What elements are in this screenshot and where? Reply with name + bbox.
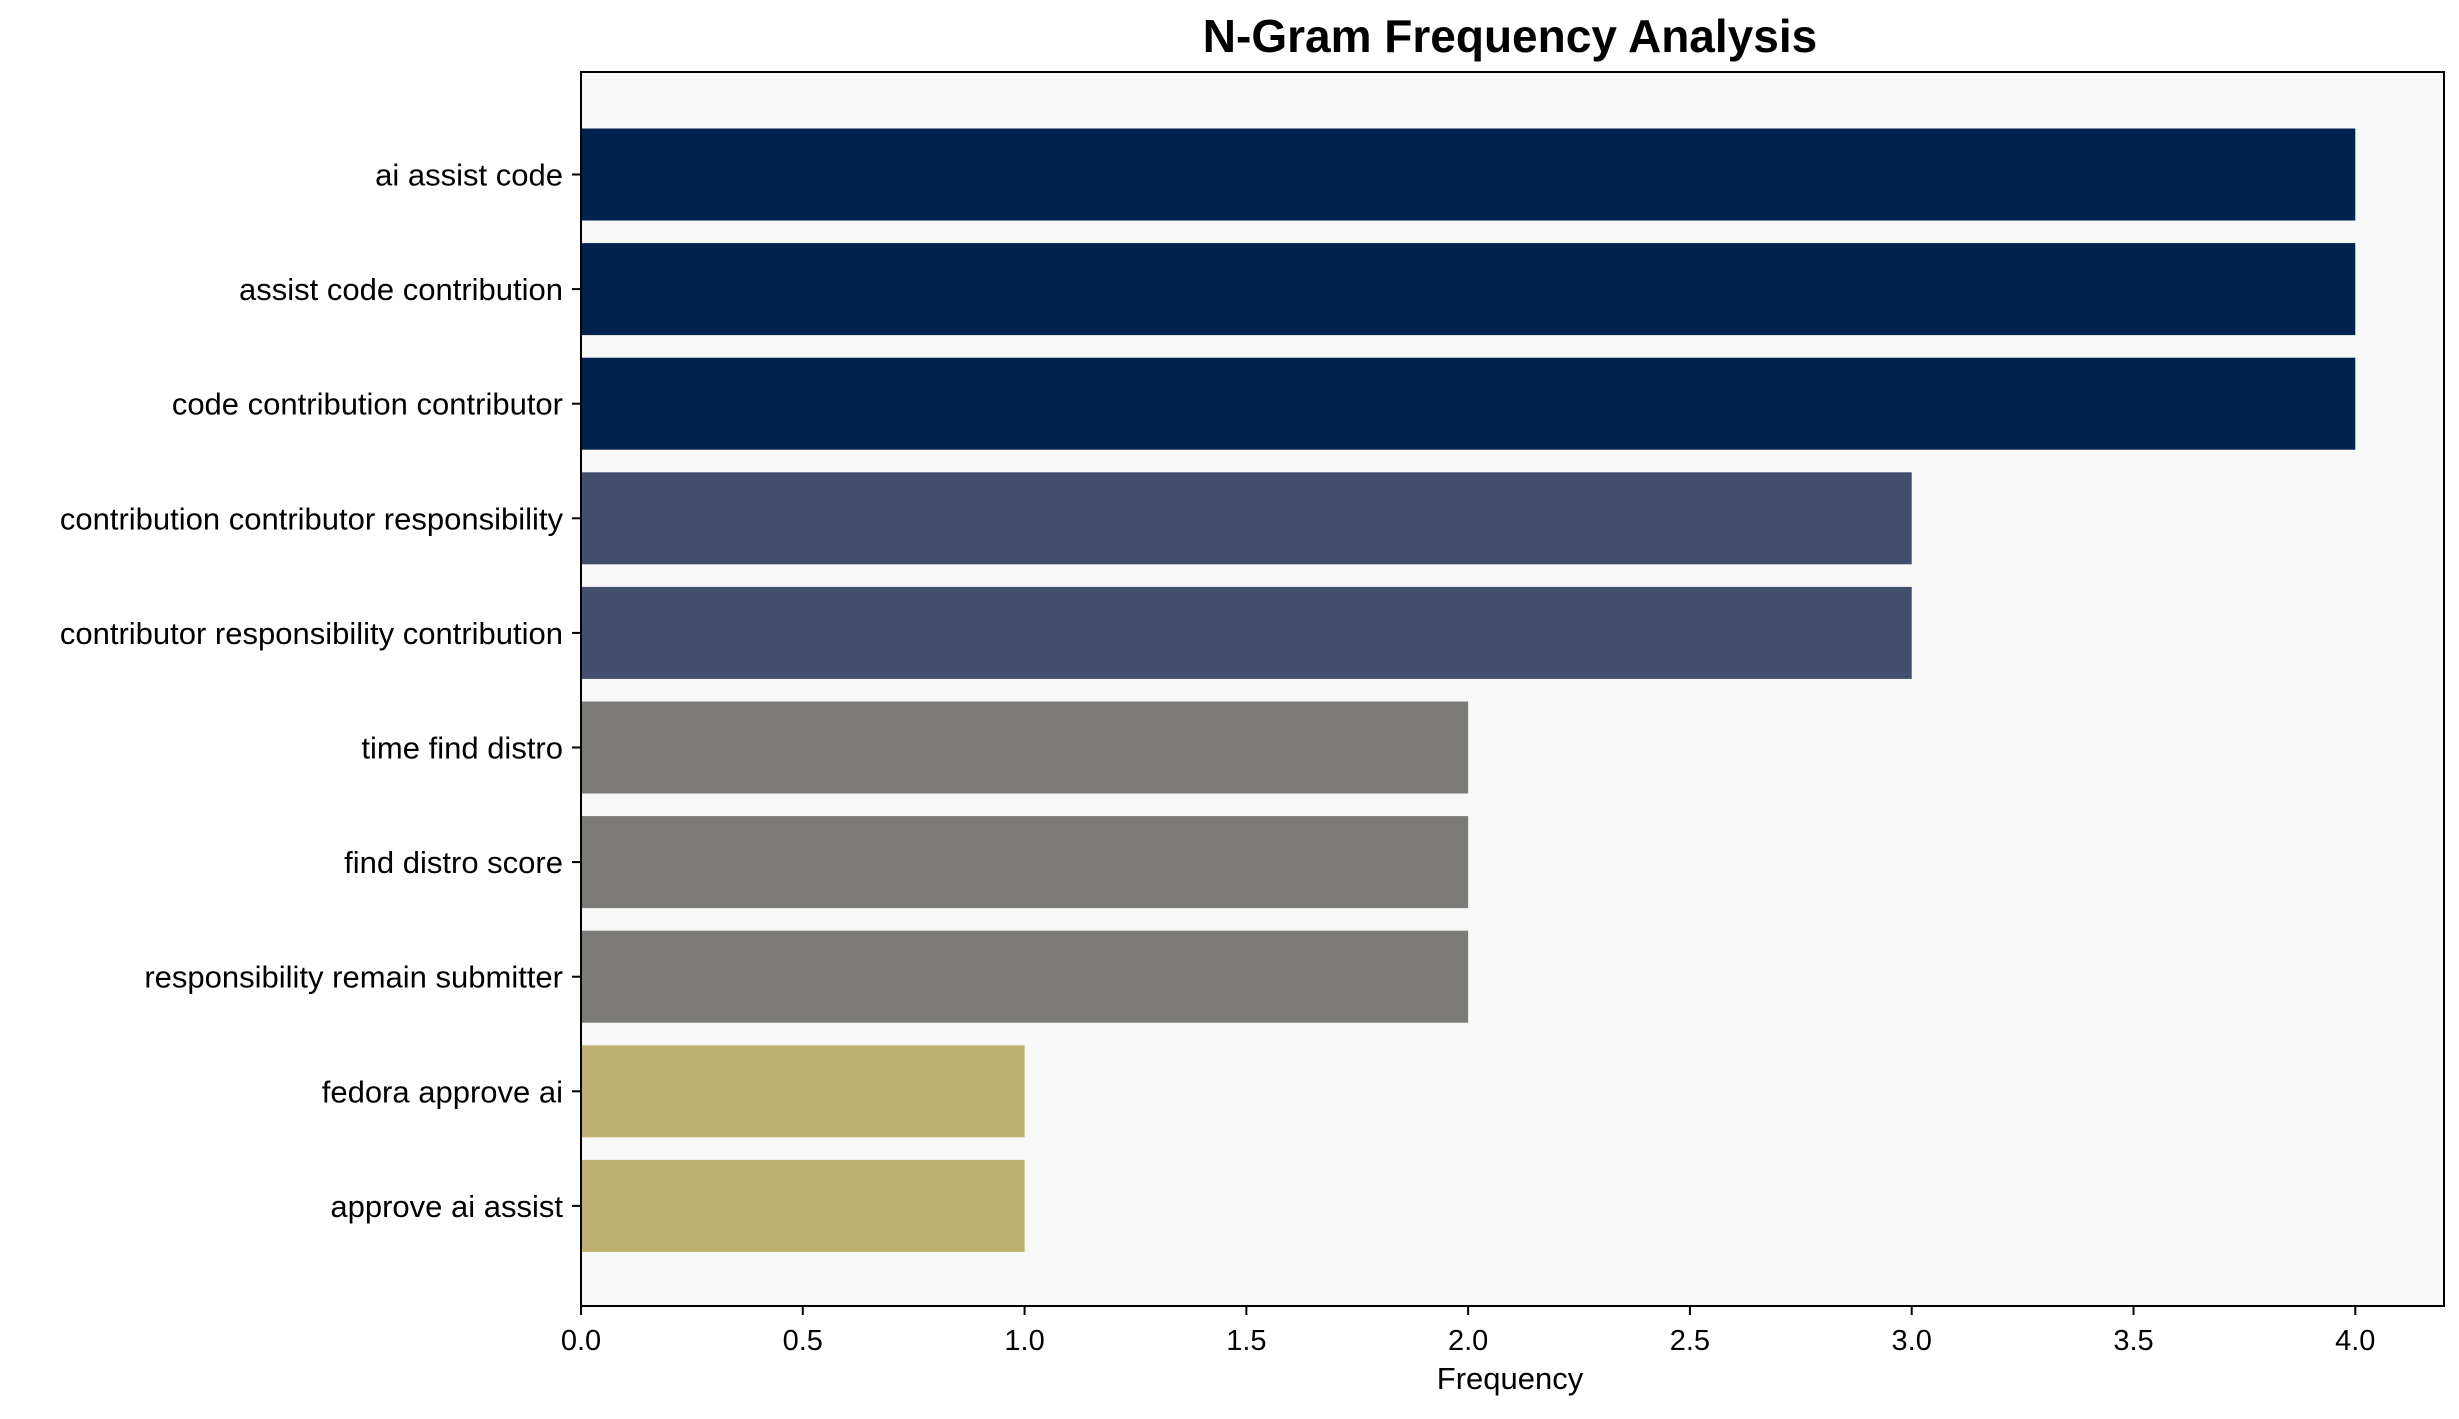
- chart-title: N-Gram Frequency Analysis: [1203, 10, 1817, 62]
- category-label: contribution contributor responsibility: [60, 501, 564, 536]
- category-labels: ai assist code assist code contribution co…: [60, 158, 581, 1224]
- category-label: responsibility remain submitter: [144, 960, 563, 995]
- x-tick-label: 0.0: [561, 1325, 601, 1357]
- x-tick-label: 1.5: [1226, 1325, 1266, 1357]
- bars-layer: [581, 128, 2356, 1252]
- bar-6: [581, 701, 1469, 794]
- x-tick-label: 2.5: [1670, 1325, 1710, 1357]
- bar-3: [581, 357, 2356, 450]
- x-axis-ticks: 0.0 0.5 1.0 1.5 2.0 2.5 3.0 3.5 4.0: [561, 1306, 2375, 1357]
- bar-1: [581, 128, 2356, 221]
- bar-7: [581, 816, 1469, 909]
- bar-8: [581, 930, 1469, 1023]
- x-tick-label: 3.5: [2113, 1325, 2153, 1357]
- category-label: approve ai assist: [330, 1189, 563, 1224]
- category-label: contributor responsibility contribution: [60, 616, 563, 651]
- category-label: find distro score: [344, 845, 563, 880]
- plot-frame: [580, 71, 2445, 1307]
- bar-4: [581, 472, 1912, 565]
- bar-9: [581, 1045, 1025, 1138]
- category-label: time find distro: [361, 731, 563, 766]
- bar-2: [581, 243, 2356, 336]
- category-label: fedora approve ai: [322, 1074, 563, 1109]
- x-tick-label: 4.0: [2335, 1325, 2375, 1357]
- x-tick-label: 1.0: [1004, 1325, 1044, 1357]
- bar-5: [581, 586, 1912, 679]
- category-label: ai assist code: [375, 158, 563, 193]
- x-axis-label: Frequency: [1437, 1361, 1584, 1396]
- x-tick-label: 0.5: [783, 1325, 823, 1357]
- x-tick-label: 2.0: [1448, 1325, 1488, 1357]
- category-label: assist code contribution: [239, 272, 563, 307]
- x-tick-label: 3.0: [1892, 1325, 1932, 1357]
- bar-10: [581, 1159, 1025, 1252]
- category-label: code contribution contributor: [172, 387, 563, 422]
